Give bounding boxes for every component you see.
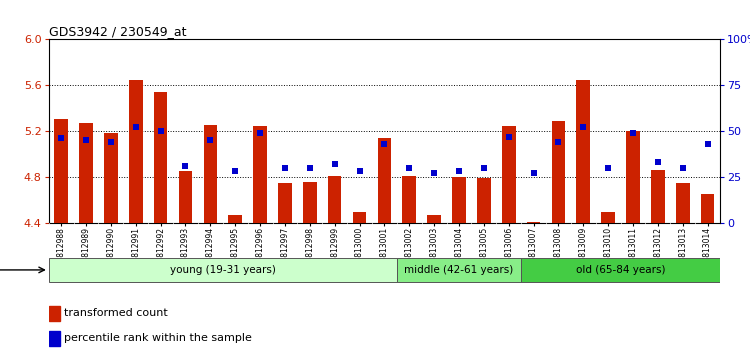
Text: middle (42-61 years): middle (42-61 years) xyxy=(404,265,514,275)
Bar xyxy=(49,258,397,282)
Point xyxy=(254,130,266,136)
Point xyxy=(80,137,92,143)
Text: transformed count: transformed count xyxy=(64,308,168,318)
Bar xyxy=(602,212,615,223)
Bar xyxy=(577,80,590,223)
Point xyxy=(428,171,440,176)
Point xyxy=(453,169,465,174)
Point xyxy=(701,141,713,147)
Bar xyxy=(49,331,60,346)
Bar xyxy=(651,170,664,223)
Text: GDS3942 / 230549_at: GDS3942 / 230549_at xyxy=(49,25,186,38)
Bar xyxy=(452,177,466,223)
Bar xyxy=(551,121,566,223)
Bar xyxy=(203,125,217,223)
Bar xyxy=(477,178,490,223)
Point xyxy=(478,165,490,171)
Point xyxy=(304,165,316,171)
Bar xyxy=(303,182,316,223)
Point xyxy=(602,165,614,171)
Bar xyxy=(129,80,142,223)
Point xyxy=(154,128,166,134)
Point xyxy=(204,137,216,143)
Bar xyxy=(278,183,292,223)
Bar xyxy=(254,126,267,223)
Point xyxy=(527,171,539,176)
Bar xyxy=(154,92,167,223)
Bar xyxy=(397,258,521,282)
Point xyxy=(179,163,191,169)
Bar xyxy=(352,212,366,223)
Bar xyxy=(178,171,192,223)
Point xyxy=(627,130,639,136)
Point xyxy=(279,165,291,171)
Point xyxy=(578,125,590,130)
Point xyxy=(378,141,390,147)
Bar xyxy=(626,131,640,223)
Point xyxy=(230,169,242,174)
Bar xyxy=(502,126,515,223)
Bar xyxy=(104,133,118,223)
Bar xyxy=(228,215,242,223)
Bar xyxy=(521,258,720,282)
Text: percentile rank within the sample: percentile rank within the sample xyxy=(64,333,252,343)
Point xyxy=(553,139,565,145)
Point xyxy=(353,169,365,174)
Point xyxy=(56,136,68,141)
Point xyxy=(676,165,688,171)
Bar xyxy=(80,123,93,223)
Bar xyxy=(377,138,392,223)
Bar xyxy=(54,120,68,223)
Bar xyxy=(676,183,689,223)
Point xyxy=(130,125,142,130)
Bar xyxy=(427,215,441,223)
Point xyxy=(404,165,416,171)
Bar xyxy=(49,306,60,321)
Bar xyxy=(526,222,541,223)
Bar xyxy=(403,176,416,223)
Point xyxy=(105,139,117,145)
Bar xyxy=(328,176,341,223)
Bar xyxy=(700,194,715,223)
Text: old (65-84 years): old (65-84 years) xyxy=(576,265,665,275)
Text: young (19-31 years): young (19-31 years) xyxy=(170,265,276,275)
Point xyxy=(328,161,340,167)
Point xyxy=(652,159,664,165)
Point xyxy=(503,134,515,139)
